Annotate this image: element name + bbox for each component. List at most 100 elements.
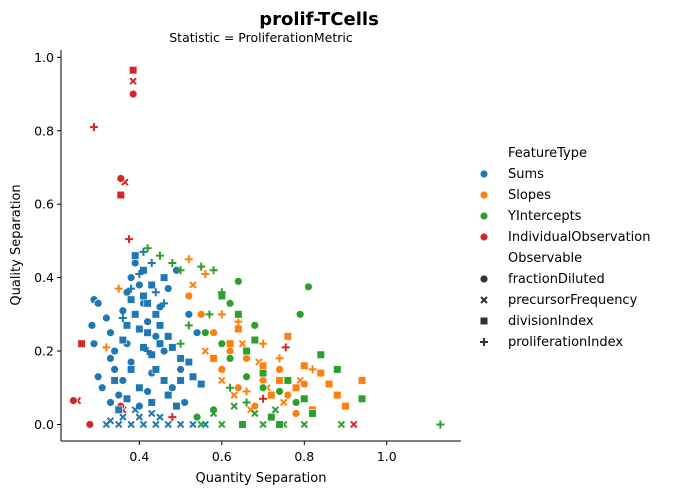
point-individualobservation-proliferationindex (281, 343, 290, 352)
point-individualobservation-fractiondiluted (68, 396, 78, 406)
point-sums-divisionindex (131, 310, 140, 319)
point-yintercepts-divisionindex (316, 350, 325, 359)
point-sums-fractiondiluted (89, 339, 99, 349)
point-yintercepts-fractiondiluted (258, 383, 268, 393)
point-sums-precursorfrequency (148, 409, 156, 418)
point-yintercepts-fractiondiluted (275, 387, 284, 396)
point-sums-precursorfrequency (189, 420, 197, 429)
point-slopes-divisionindex (341, 402, 350, 411)
point-slopes-divisionindex (275, 376, 284, 385)
point-slopes-divisionindex (300, 361, 309, 370)
point-individualobservation-proliferationindex (259, 394, 268, 403)
point-yintercepts-precursorfrequency (337, 420, 346, 429)
point-sums-precursorfrequency (152, 420, 160, 429)
point-yintercepts-proliferationindex (184, 321, 193, 330)
point-sums-fractiondiluted (110, 365, 120, 374)
point-sums-divisionindex (155, 339, 165, 348)
point-yintercepts-divisionindex (300, 394, 309, 403)
point-sums-fractiondiluted (101, 313, 111, 323)
point-sums-divisionindex (147, 398, 156, 407)
point-yintercepts-divisionindex (250, 335, 259, 345)
point-sums-precursorfrequency (164, 420, 172, 429)
point-yintercepts-precursorfrequency (218, 420, 226, 429)
point-slopes-divisionindex (267, 391, 276, 400)
point-yintercepts-proliferationindex (436, 420, 445, 429)
x-tick-label: 1.0 (377, 449, 397, 464)
point-sums-fractiondiluted (159, 346, 169, 356)
point-slopes-fractiondiluted (217, 365, 227, 374)
point-slopes-fractiondiluted (275, 365, 284, 374)
point-slopes-precursorfrequency (230, 391, 238, 399)
point-yintercepts-proliferationindex (176, 266, 185, 275)
point-slopes-divisionindex (283, 332, 292, 341)
y-tick-label: 0.0 (34, 417, 54, 432)
point-sums-divisionindex (184, 357, 193, 367)
point-yintercepts-fractiondiluted (242, 372, 251, 382)
point-yintercepts-divisionindex (238, 420, 247, 429)
point-sums-divisionindex (143, 328, 152, 337)
point-sums-divisionindex (147, 280, 156, 290)
legend-marker-fractiondiluted (479, 274, 489, 284)
point-slopes-precursorfrequency (279, 398, 288, 407)
point-sums-divisionindex (127, 365, 136, 374)
point-sums-divisionindex (139, 291, 148, 301)
point-slopes-fractiondiluted (283, 390, 293, 400)
point-individualobservation-divisionindex (116, 190, 125, 200)
point-yintercepts-fractiondiluted (225, 298, 235, 308)
point-slopes-proliferationindex (114, 284, 123, 293)
point-yintercepts-fractiondiluted (233, 276, 243, 286)
point-slopes-proliferationindex (102, 343, 111, 352)
point-sums-divisionindex (110, 376, 119, 385)
point-sums-proliferationindex (118, 314, 127, 323)
point-yintercepts-precursorfrequency (230, 402, 238, 410)
legend-label-sums: Sums (508, 167, 544, 182)
point-slopes-precursorfrequency (296, 376, 304, 385)
y-tick-label: 0.6 (34, 197, 54, 212)
point-yintercepts-fractiondiluted (291, 398, 301, 407)
point-sums-fractiondiluted (93, 298, 103, 308)
point-slopes-proliferationindex (201, 269, 210, 278)
point-sums-fractiondiluted (130, 258, 140, 268)
point-sums-fractiondiluted (143, 317, 152, 327)
point-individualobservation-fractiondiluted (116, 174, 126, 183)
point-sums-precursorfrequency (127, 420, 135, 429)
point-sums-divisionindex (168, 343, 177, 352)
point-slopes-precursorfrequency (238, 340, 247, 348)
legend-marker-sums (479, 169, 489, 179)
point-sums-proliferationindex (160, 299, 169, 308)
point-yintercepts-divisionindex (308, 409, 317, 418)
point-sums-precursorfrequency (131, 406, 139, 414)
point-slopes-fractiondiluted (184, 291, 194, 301)
point-sums-fractiondiluted (118, 376, 128, 385)
point-individualobservation-proliferationindex (89, 123, 98, 132)
point-sums-divisionindex (197, 379, 206, 389)
point-sums-proliferationindex (143, 347, 152, 356)
point-slopes-proliferationindex (308, 365, 317, 374)
point-sums-fractiondiluted (106, 353, 115, 363)
point-slopes-proliferationindex (242, 387, 251, 396)
point-sums-fractiondiluted (126, 357, 136, 367)
point-slopes-divisionindex (234, 324, 243, 334)
y-tick-label: 0.2 (34, 344, 54, 359)
legend-label-fractiondiluted: fractionDiluted (508, 272, 605, 287)
point-sums-fractiondiluted (151, 331, 161, 341)
point-sums-divisionindex (135, 383, 144, 392)
point-yintercepts-fractiondiluted (250, 320, 260, 330)
point-sums-divisionindex (135, 324, 144, 334)
point-sums-fractiondiluted (110, 346, 120, 356)
point-sums-precursorfrequency (156, 413, 164, 421)
point-yintercepts-proliferationindex (168, 258, 177, 267)
point-sums-precursorfrequency (135, 413, 144, 421)
point-yintercepts-proliferationindex (176, 339, 185, 348)
point-sums-divisionindex (159, 376, 169, 385)
point-individualobservation-fractiondiluted (85, 420, 95, 429)
point-sums-divisionindex (131, 251, 140, 260)
legend-marker-individualobservation (479, 232, 489, 242)
legend-marker-proliferationindex (480, 338, 488, 346)
point-sums-divisionindex (114, 405, 123, 414)
point-yintercepts-proliferationindex (197, 262, 206, 271)
point-sums-precursorfrequency (115, 420, 123, 429)
point-yintercepts-fractiondiluted (295, 309, 305, 319)
point-slopes-divisionindex (258, 361, 268, 370)
